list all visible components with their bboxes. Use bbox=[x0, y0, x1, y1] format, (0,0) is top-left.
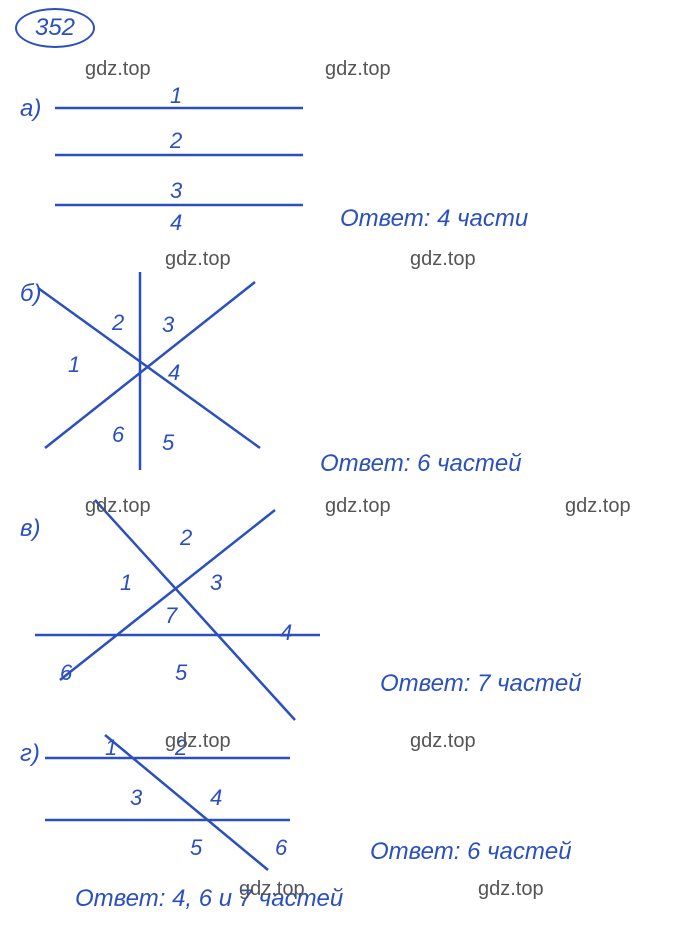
diagram-line bbox=[95, 500, 295, 720]
answer-text-c: Ответ: 7 частей bbox=[380, 670, 582, 698]
region-number: 3 bbox=[130, 785, 142, 811]
region-number: 6 bbox=[275, 835, 287, 861]
region-number: 6 bbox=[60, 660, 72, 686]
region-number: 2 bbox=[175, 735, 187, 761]
answer-text-d: Ответ: 6 частей bbox=[370, 838, 572, 866]
region-number: 7 bbox=[165, 603, 177, 629]
region-number: 3 bbox=[162, 312, 174, 338]
region-number: 3 bbox=[210, 570, 222, 596]
section-label-a: a) bbox=[20, 95, 41, 123]
region-number: 2 bbox=[112, 310, 124, 336]
answer-text-a: Ответ: 4 части bbox=[340, 205, 528, 233]
section-label-b: б) bbox=[20, 280, 42, 308]
region-number: 4 bbox=[280, 620, 292, 646]
region-number: 5 bbox=[162, 430, 174, 456]
answer-text-b: Ответ: 6 частей bbox=[320, 450, 522, 478]
final-answer: Ответ: 4, 6 и 7 частей bbox=[75, 885, 343, 913]
region-number: 1 bbox=[68, 352, 80, 378]
section-label-d: г) bbox=[20, 740, 40, 768]
section-label-c: в) bbox=[20, 515, 41, 543]
region-number: 6 bbox=[112, 422, 124, 448]
region-number: 1 bbox=[105, 735, 117, 761]
region-number: 4 bbox=[210, 785, 222, 811]
region-number: 1 bbox=[170, 83, 182, 109]
region-number: 1 bbox=[120, 570, 132, 596]
region-number: 4 bbox=[170, 210, 182, 236]
region-number: 5 bbox=[190, 835, 202, 861]
region-number: 5 bbox=[175, 660, 187, 686]
region-number: 2 bbox=[180, 525, 192, 551]
diagram-line bbox=[60, 510, 275, 680]
region-number: 3 bbox=[170, 178, 182, 204]
region-number: 2 bbox=[170, 128, 182, 154]
region-number: 4 bbox=[168, 360, 180, 386]
